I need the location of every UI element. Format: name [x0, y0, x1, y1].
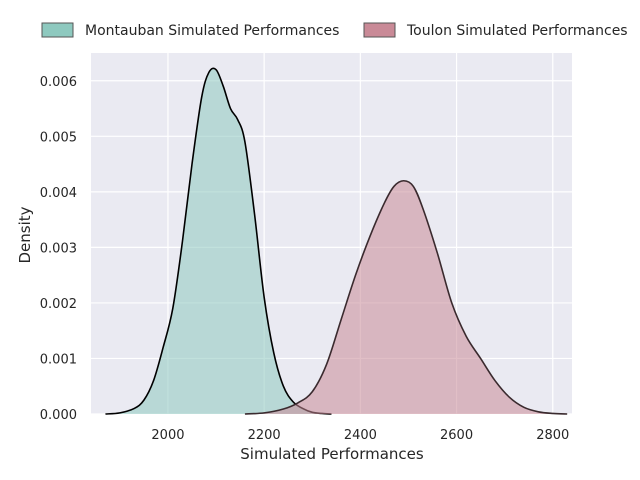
y-tick-label: 0.003 — [40, 241, 77, 256]
y-tick-label: 0.001 — [40, 352, 77, 367]
x-tick-label: 2000 — [151, 428, 184, 443]
grid-lines — [91, 53, 572, 415]
y-tick-label: 0.002 — [40, 297, 77, 312]
legend-label: Toulon Simulated Performances — [406, 23, 628, 39]
y-axis-ticks: 0.000 0.001 0.002 0.003 0.004 0.005 0.006 — [40, 75, 77, 423]
density-area-2 — [244, 180, 568, 414]
density-areas — [105, 67, 568, 415]
y-tick-label: 0.000 — [40, 408, 77, 423]
legend-swatch — [363, 22, 396, 38]
x-tick-label: 2600 — [440, 428, 473, 443]
density-line-2 — [244, 179, 568, 415]
y-tick-label: 0.006 — [40, 75, 77, 90]
density-area-1 — [105, 68, 332, 415]
y-tick-label: 0.004 — [40, 186, 77, 201]
x-axis-ticks: 2000 2200 2400 2600 2800 — [151, 428, 569, 443]
y-tick-label: 0.005 — [40, 130, 77, 145]
legend: Montauban Simulated Performances Toulon S… — [41, 22, 628, 39]
legend-swatch — [41, 22, 74, 38]
legend-label: Montauban Simulated Performances — [85, 23, 339, 39]
x-tick-label: 2400 — [344, 428, 377, 443]
x-axis-label: Simulated Performances — [240, 445, 424, 463]
density-line-1 — [105, 67, 332, 415]
y-axis-label: Density — [16, 206, 34, 263]
x-tick-label: 2800 — [536, 428, 569, 443]
x-tick-label: 2200 — [248, 428, 281, 443]
